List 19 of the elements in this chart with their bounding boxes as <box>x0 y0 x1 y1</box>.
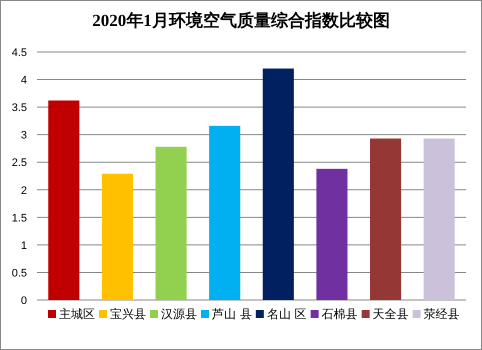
legend-label: 芦山 县 <box>212 307 252 321</box>
y-tick-label: 1.5 <box>12 212 27 224</box>
legend-label: 汉源县 <box>161 307 197 321</box>
chart-title: 2020年1月环境空气质量综合指数比较图 <box>92 11 390 30</box>
legend-label: 天全县 <box>372 307 409 321</box>
y-tick-label: 3 <box>20 130 27 142</box>
y-tick-label: 0 <box>20 295 27 307</box>
y-tick-label: 4.5 <box>12 47 27 59</box>
y-tick-label: 3.5 <box>12 102 27 114</box>
legend-label: 荥经县 <box>424 307 460 321</box>
y-tick-label: 2.5 <box>12 157 27 170</box>
y-tick-label: 4 <box>20 74 27 87</box>
legend-label: 宝兴县 <box>110 307 146 321</box>
legend-label: 名山 区 <box>266 307 307 321</box>
legend-label: 石棉县 <box>322 307 358 321</box>
y-tick-label: 0.5 <box>12 267 27 280</box>
legend-label: 主城区 <box>59 307 95 321</box>
y-tick-label: 1 <box>20 240 27 252</box>
y-tick-label: 2 <box>20 184 27 197</box>
